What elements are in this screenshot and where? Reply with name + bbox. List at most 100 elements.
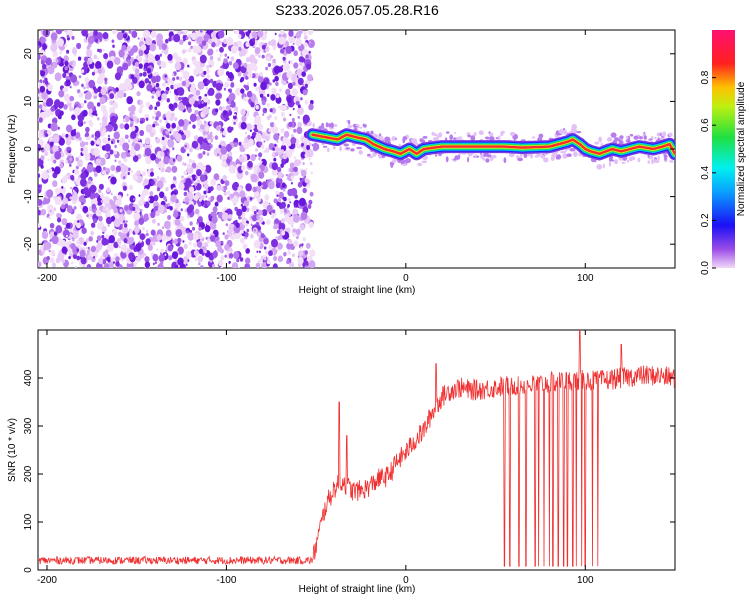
- noise-blob: [150, 211, 156, 218]
- noise-blob: [292, 253, 295, 257]
- noise-blob: [285, 173, 288, 177]
- noise-blob: [165, 90, 169, 95]
- noise-blob: [257, 232, 261, 237]
- noise-blob: [200, 265, 204, 268]
- noise-blob: [174, 218, 181, 226]
- noise-blob: [166, 98, 170, 103]
- noise-blob: [82, 167, 86, 172]
- noise-blob: [309, 162, 313, 166]
- noise-blob: [174, 96, 180, 102]
- noise-blob: [167, 215, 172, 220]
- noise-blob: [259, 72, 264, 77]
- noise-blob: [188, 121, 191, 125]
- noise-blob: [224, 244, 230, 251]
- noise-blob: [64, 87, 69, 93]
- noise-blob: [98, 258, 103, 265]
- noise-blob: [230, 82, 235, 88]
- noise-blob: [181, 30, 188, 36]
- noise-blob: [251, 125, 255, 129]
- noise-blob: [101, 234, 105, 239]
- x-tick-label: -200: [37, 575, 57, 586]
- noise-blob: [121, 44, 127, 51]
- noise-blob: [293, 62, 299, 69]
- trace-halo: [608, 161, 612, 167]
- noise-blob: [124, 134, 129, 140]
- trace-halo: [543, 157, 549, 163]
- noise-blob: [184, 196, 190, 203]
- noise-blob: [70, 129, 77, 137]
- noise-blob: [85, 132, 90, 137]
- noise-blob: [199, 174, 206, 182]
- noise-blob: [295, 100, 300, 106]
- trace-halo: [662, 131, 666, 137]
- noise-blob: [200, 124, 205, 130]
- noise-blob: [188, 75, 195, 83]
- noise-blob: [74, 187, 77, 192]
- noise-blob: [78, 195, 85, 203]
- trace-halo: [328, 123, 331, 128]
- noise-blob: [272, 147, 275, 151]
- noise-blob: [231, 45, 238, 54]
- noise-blob: [123, 238, 128, 244]
- noise-blob: [178, 120, 182, 125]
- noise-blob: [264, 31, 268, 35]
- noise-blob: [180, 31, 183, 34]
- noise-blob: [237, 71, 242, 77]
- noise-blob: [72, 253, 77, 259]
- trace-halo: [619, 135, 624, 139]
- noise-blob: [168, 255, 173, 261]
- noise-blob: [165, 229, 172, 237]
- noise-blob: [288, 30, 294, 37]
- noise-blob: [144, 68, 147, 71]
- noise-blob: [38, 209, 41, 216]
- trace-halo: [660, 137, 664, 140]
- noise-blob: [262, 113, 265, 116]
- y-tick-label: 300: [23, 417, 34, 434]
- trace-halo: [484, 136, 490, 140]
- noise-blob: [84, 153, 91, 161]
- noise-blob: [289, 113, 292, 117]
- noise-blob: [271, 238, 278, 248]
- x-tick-label: -100: [216, 273, 236, 284]
- noise-blob: [272, 58, 276, 64]
- noise-blob: [177, 257, 184, 266]
- noise-blob: [163, 220, 171, 230]
- noise-blob: [223, 185, 228, 191]
- noise-blob: [151, 76, 157, 84]
- noise-blob: [144, 261, 151, 268]
- noise-blob: [155, 90, 161, 98]
- noise-blob: [298, 250, 304, 257]
- noise-blob: [187, 216, 190, 219]
- trace-halo: [384, 137, 388, 143]
- noise-blob: [170, 84, 174, 90]
- snr-axes: -200 -100 0 100 0 100 200 300 400: [23, 330, 675, 586]
- noise-blob: [109, 93, 115, 100]
- noise-blob: [223, 87, 226, 91]
- noise-blob: [309, 99, 314, 105]
- trace-halo: [664, 156, 667, 161]
- noise-blob: [224, 53, 227, 57]
- noise-blob: [113, 131, 120, 140]
- noise-blob: [40, 164, 44, 169]
- noise-blob: [81, 102, 85, 107]
- noise-blob: [48, 168, 53, 173]
- noise-blob: [78, 155, 81, 159]
- noise-blob: [164, 253, 167, 257]
- noise-blob: [122, 62, 129, 71]
- noise-blob: [146, 67, 152, 74]
- noise-blob: [242, 140, 246, 144]
- noise-blob: [246, 90, 253, 98]
- noise-blob: [38, 117, 43, 123]
- noise-blob: [106, 60, 114, 69]
- noise-blob: [80, 123, 83, 126]
- noise-blob: [215, 240, 221, 248]
- noise-blob: [76, 248, 80, 252]
- noise-blob: [268, 127, 273, 133]
- noise-blob: [171, 73, 175, 77]
- noise-blob: [261, 44, 266, 50]
- noise-blob: [78, 237, 85, 245]
- noise-blob: [100, 104, 107, 112]
- noise-blob: [287, 212, 291, 217]
- noise-blob: [140, 44, 147, 51]
- noise-blob: [220, 242, 223, 246]
